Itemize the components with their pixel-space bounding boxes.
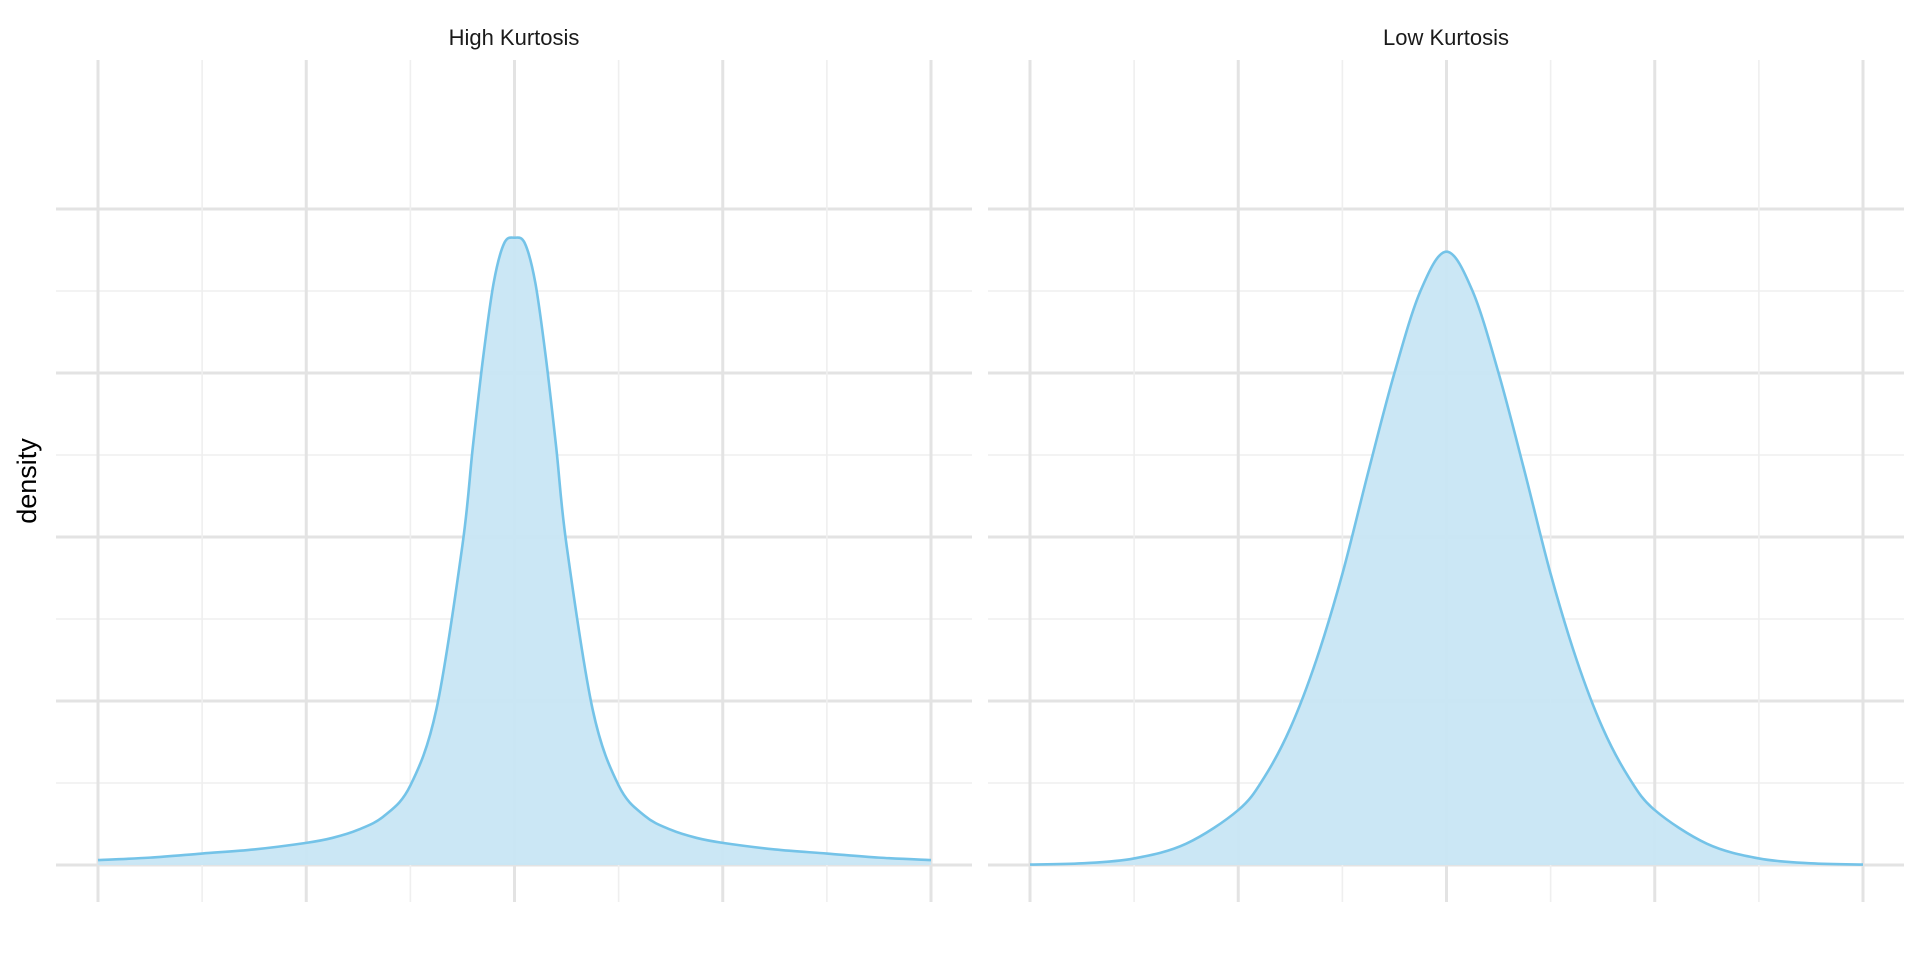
- density-line: [97, 236, 932, 862]
- panels-layer: High Kurtosis Low Kurtosis: [56, 25, 1904, 902]
- panel-1: High Kurtosis: [56, 25, 972, 902]
- density-area: [1030, 251, 1863, 865]
- panel-title: High Kurtosis: [449, 25, 580, 50]
- y-axis-title: density: [12, 438, 42, 524]
- panel-2: Low Kurtosis: [988, 25, 1904, 902]
- density-area: [98, 237, 931, 865]
- panel-title: Low Kurtosis: [1383, 25, 1509, 50]
- density-line: [1029, 250, 1864, 866]
